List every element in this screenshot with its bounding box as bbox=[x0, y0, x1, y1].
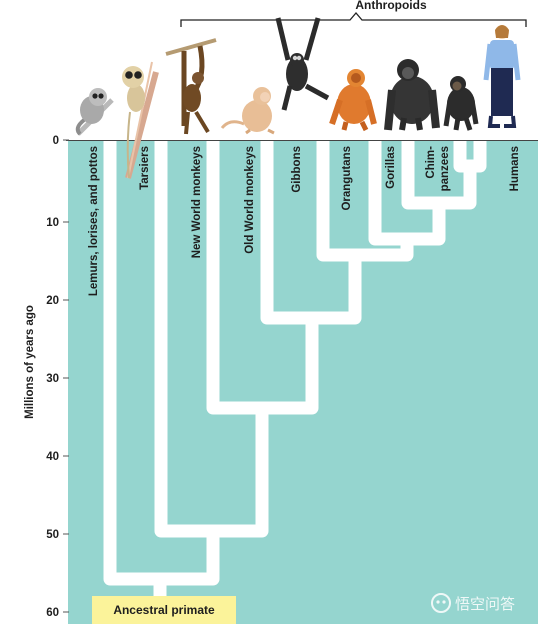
lemur-illustration bbox=[75, 88, 114, 136]
taxon-label-humans: Humans bbox=[509, 146, 521, 191]
root-label: Ancestral primate bbox=[113, 603, 215, 617]
y-tick-label: 0 bbox=[53, 135, 59, 147]
bracket-label: Anthropoids bbox=[355, 0, 427, 12]
gibbon-illustration bbox=[275, 17, 330, 111]
orangutan-illustration bbox=[329, 69, 377, 132]
gorilla-illustration bbox=[384, 59, 440, 131]
y-tick-label: 20 bbox=[46, 295, 59, 307]
macaque-illustration bbox=[220, 87, 275, 135]
y-tick-label: 50 bbox=[46, 529, 59, 541]
spider-monkey-illustration bbox=[165, 38, 217, 135]
taxon-label-new-world-monkeys: New World monkeys bbox=[191, 146, 203, 258]
taxon-label-orangutans: Orangutans bbox=[341, 146, 353, 211]
human-illustration bbox=[483, 25, 521, 128]
taxon-label-gibbons: Gibbons bbox=[291, 146, 303, 193]
y-tick-label: 40 bbox=[46, 451, 59, 463]
plot-background bbox=[68, 140, 538, 624]
taxon-label-chim: Chim- bbox=[425, 146, 437, 179]
taxon-label-tarsiers: Tarsiers bbox=[139, 146, 151, 190]
tree-branches bbox=[103, 141, 487, 598]
y-axis bbox=[63, 139, 69, 613]
anthropoid-bracket bbox=[180, 12, 527, 27]
watermark: 悟空问答 bbox=[431, 593, 515, 613]
branch-orangutan-join bbox=[316, 141, 414, 262]
taxon-label-panzees: panzees bbox=[439, 146, 451, 191]
watermark-text: 悟空问答 bbox=[455, 596, 515, 613]
speech-bubble-icon bbox=[431, 593, 451, 613]
root-box bbox=[92, 596, 236, 624]
y-tick-label: 60 bbox=[46, 607, 59, 619]
tarsier-illustration bbox=[122, 61, 159, 179]
y-tick-label: 10 bbox=[46, 217, 59, 229]
y-axis-title: Millions of years ago bbox=[24, 305, 36, 419]
y-tick-label: 30 bbox=[46, 373, 59, 385]
taxon-label-gorillas: Gorillas bbox=[385, 146, 397, 189]
chimpanzee-illustration bbox=[443, 76, 479, 131]
taxon-label-old-world-monkeys: Old World monkeys bbox=[244, 146, 256, 254]
taxon-label-lemurs: Lemurs, lorises, and pottos bbox=[88, 146, 100, 296]
